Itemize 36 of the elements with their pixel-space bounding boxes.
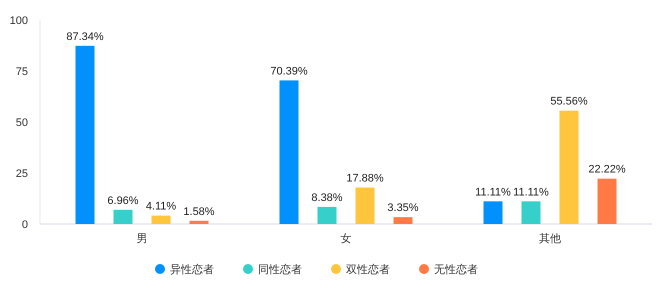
y-tick-label: 0 (22, 218, 28, 231)
x-tick-label: 女 (340, 233, 352, 245)
bar (356, 188, 374, 224)
data-label: 1.58% (183, 206, 215, 218)
data-label: 4.11% (146, 200, 176, 213)
bar (152, 216, 170, 224)
data-label: 87.34% (66, 30, 104, 43)
data-label: 11.11% (513, 186, 550, 198)
bar (114, 210, 132, 224)
y-tick-label: 75 (16, 66, 28, 78)
bar (280, 80, 298, 224)
data-label: 70.39% (270, 65, 308, 78)
legend-label: 无性恋者 (434, 262, 478, 276)
y-tick-label: 100 (10, 14, 28, 27)
data-label: 8.38% (311, 192, 343, 204)
x-tick-label: 男 (136, 233, 148, 245)
bar (318, 206, 336, 224)
legend-label: 异性恋者 (170, 262, 214, 276)
bar (560, 110, 578, 224)
legend-label: 双性恋者 (346, 262, 390, 276)
x-tick-label: 其他 (539, 232, 561, 245)
data-label: 55.56% (550, 96, 588, 108)
legend-label: 同性恋者 (258, 262, 302, 276)
data-label: 22.22% (588, 164, 626, 176)
data-label: 17.88% (346, 172, 384, 185)
data-label: 3.35% (387, 202, 419, 214)
bar (484, 201, 502, 224)
data-label: 6.96% (107, 194, 139, 207)
bar (394, 217, 412, 224)
y-tick-label: 50 (16, 116, 28, 129)
y-tick-label: 25 (16, 168, 28, 180)
data-label: 11.11% (475, 186, 512, 198)
bar (598, 178, 616, 224)
bar (190, 220, 208, 224)
bar (76, 46, 94, 224)
bar (522, 201, 540, 224)
